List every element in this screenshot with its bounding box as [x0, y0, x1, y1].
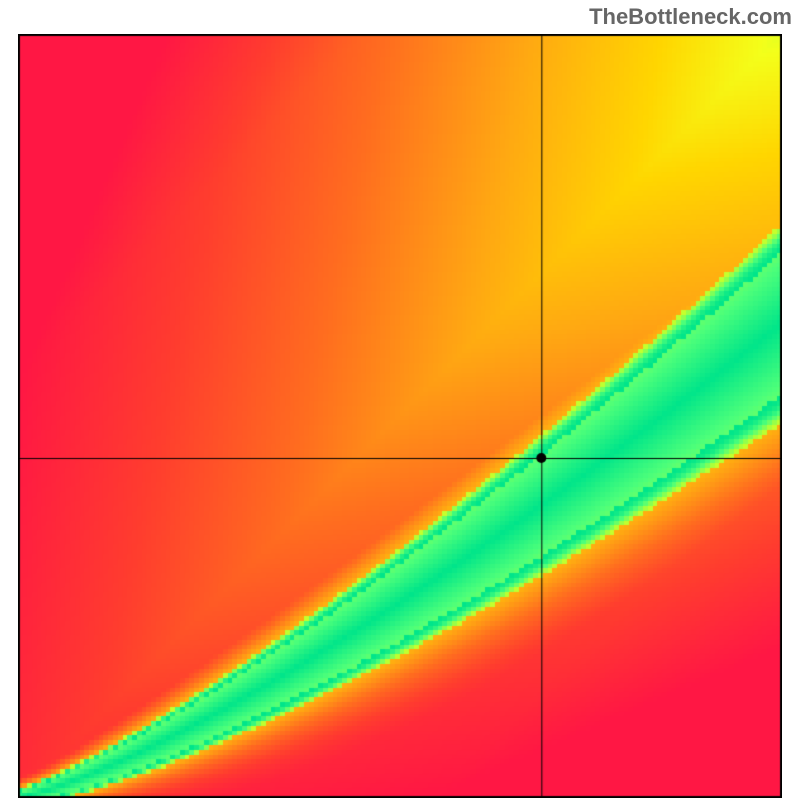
chart-container: TheBottleneck.com: [0, 0, 800, 800]
bottleneck-heatmap: [18, 34, 782, 798]
watermark-text: TheBottleneck.com: [589, 4, 792, 30]
